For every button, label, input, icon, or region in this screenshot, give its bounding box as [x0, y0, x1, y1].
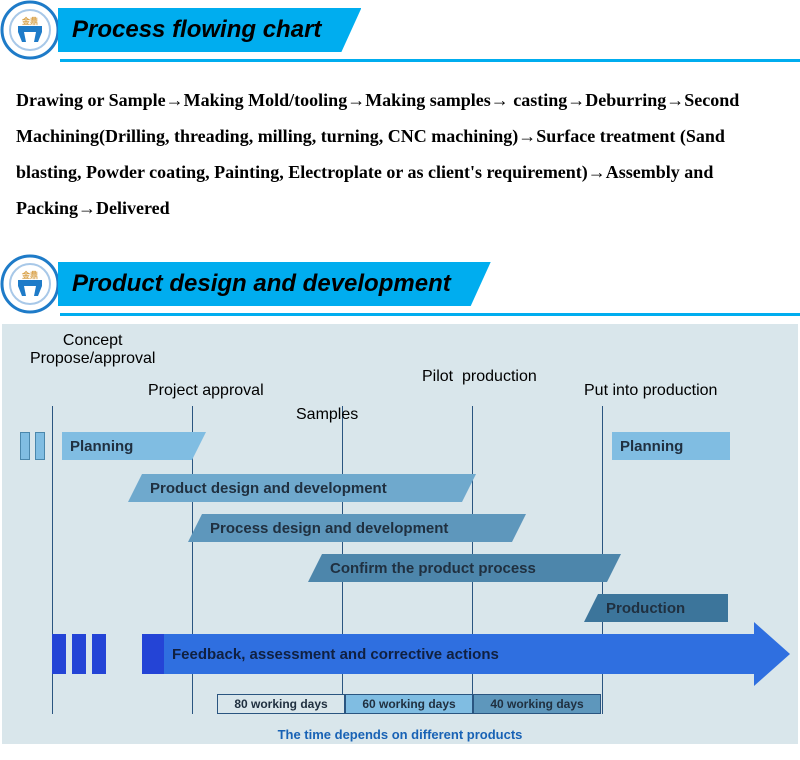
- header-underline: [60, 59, 800, 62]
- planning-stub: [35, 432, 45, 460]
- milestone-label: Put into production: [584, 382, 717, 400]
- gantt-bar: Product design and development: [142, 474, 462, 502]
- feedback-arrow-cap: [142, 634, 164, 674]
- feedback-arrow-bar: Feedback, assessment and corrective acti…: [142, 634, 754, 674]
- process-flow-text: Drawing or Sample→Making Mold/tooling→Ma…: [0, 70, 800, 254]
- gantt-bar: Confirm the product process: [322, 554, 607, 582]
- company-logo: 金鼎: [0, 254, 60, 314]
- header-process-flowing: 金鼎 Process flowing chart: [0, 0, 800, 60]
- feedback-arrowhead: [754, 622, 790, 686]
- svg-text:金鼎: 金鼎: [21, 270, 38, 280]
- gantt-bar: Planning: [612, 432, 730, 460]
- milestone-label: Project approval: [148, 382, 264, 400]
- feedback-stub: [72, 634, 86, 674]
- planning-stub: [20, 432, 30, 460]
- feedback-stub: [52, 634, 66, 674]
- header-underline: [60, 313, 800, 316]
- gantt-chart: Concept Propose/approval Project approval…: [2, 324, 798, 744]
- company-logo: 金鼎: [0, 0, 60, 60]
- header-product-design: 金鼎 Product design and development: [0, 254, 800, 314]
- milestone-label: Pilot production: [422, 368, 537, 386]
- gantt-bar: Production: [598, 594, 728, 622]
- gantt-bar: Planning: [62, 432, 192, 460]
- section-title-1: Process flowing chart: [58, 8, 361, 52]
- working-days-box: 60 working days: [345, 694, 473, 714]
- gantt-bar: Process design and development: [202, 514, 512, 542]
- chart-footnote: The time depends on different products: [2, 727, 798, 742]
- section-title-2: Product design and development: [58, 262, 491, 306]
- working-days-box: 40 working days: [473, 694, 601, 714]
- feedback-stub: [92, 634, 106, 674]
- svg-text:金鼎: 金鼎: [21, 16, 38, 26]
- milestone-label: Samples: [296, 406, 358, 424]
- milestone-label: Concept Propose/approval: [30, 332, 155, 368]
- working-days-box: 80 working days: [217, 694, 345, 714]
